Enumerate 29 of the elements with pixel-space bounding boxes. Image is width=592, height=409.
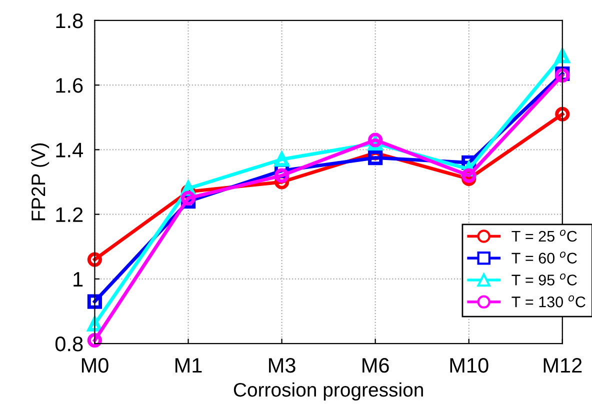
y-tick-label: 1.6	[56, 78, 83, 93]
point	[87, 316, 102, 332]
point	[87, 252, 102, 267]
point	[274, 168, 290, 183]
point	[87, 333, 102, 348]
point	[555, 106, 570, 122]
legend-label: T = 95 $^{o}$C	[512, 273, 577, 286]
y-tick-label: 1.2	[56, 207, 83, 222]
legend-label: T = 25 $^{o}$C	[512, 230, 577, 242]
x-tick-label: M1	[175, 358, 202, 373]
legend-label: T = 60 $^{o}$C	[512, 252, 577, 264]
y-tick-label: 1.8	[56, 13, 83, 28]
legend-label: T = 130 $^{o}$C	[512, 295, 586, 308]
point	[368, 132, 383, 148]
x-axis-title: Corrosion progression	[234, 382, 423, 401]
x-tick-label: M0	[82, 358, 108, 373]
point	[462, 168, 476, 183]
point	[180, 190, 196, 206]
x-tick-label: M12	[544, 358, 582, 373]
point	[368, 150, 383, 166]
y-tick-label: 1.4	[56, 142, 83, 158]
x-tick-label: M3	[269, 358, 296, 373]
point	[87, 294, 102, 309]
point	[555, 48, 570, 64]
x-tick-label: M6	[362, 358, 389, 373]
x-tick-label: M10	[450, 358, 488, 373]
y-tick-label: 0.8	[55, 336, 83, 352]
y-tick-label: 1	[74, 272, 83, 286]
y-axis-title: FP2P (V)	[30, 143, 50, 220]
